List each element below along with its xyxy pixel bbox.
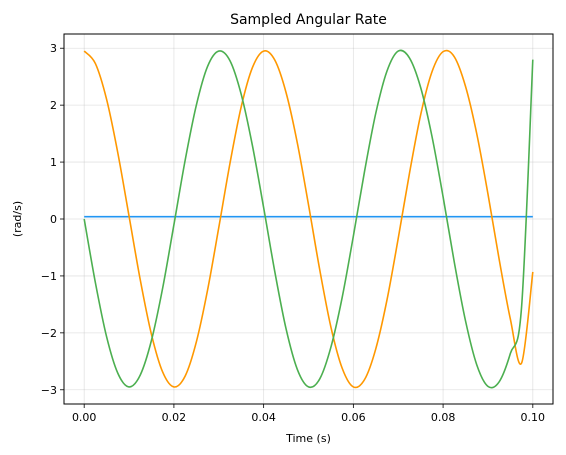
y-tick-label: −1 <box>41 270 57 283</box>
x-tick-label: 0.00 <box>72 411 97 424</box>
y-axis-label: (rad/s) <box>11 201 24 237</box>
y-tick-label: 2 <box>50 99 57 112</box>
y-tick-label: 1 <box>50 156 57 169</box>
y-axis-ticks: −3 −2 −1 0 1 2 3 <box>41 42 64 397</box>
plot-series <box>83 49 534 389</box>
y-tick-label: 3 <box>50 42 57 55</box>
x-tick-label: 0.10 <box>521 411 546 424</box>
chart-title: Sampled Angular Rate <box>230 12 387 28</box>
y-tick-label: −2 <box>41 327 57 340</box>
x-tick-label: 0.02 <box>162 411 187 424</box>
x-tick-label: 0.04 <box>251 411 276 424</box>
series-line-2 <box>83 49 534 389</box>
x-tick-label: 0.08 <box>431 411 456 424</box>
y-tick-label: −3 <box>41 384 57 397</box>
y-tick-label: 0 <box>50 213 57 226</box>
grid-lines <box>64 34 553 404</box>
series-line-3 <box>83 49 534 389</box>
x-axis-ticks: 0.00 0.02 0.04 0.06 0.08 0.10 <box>72 404 545 424</box>
x-tick-label: 0.06 <box>341 411 366 424</box>
x-axis-label: Time (s) <box>285 432 331 445</box>
